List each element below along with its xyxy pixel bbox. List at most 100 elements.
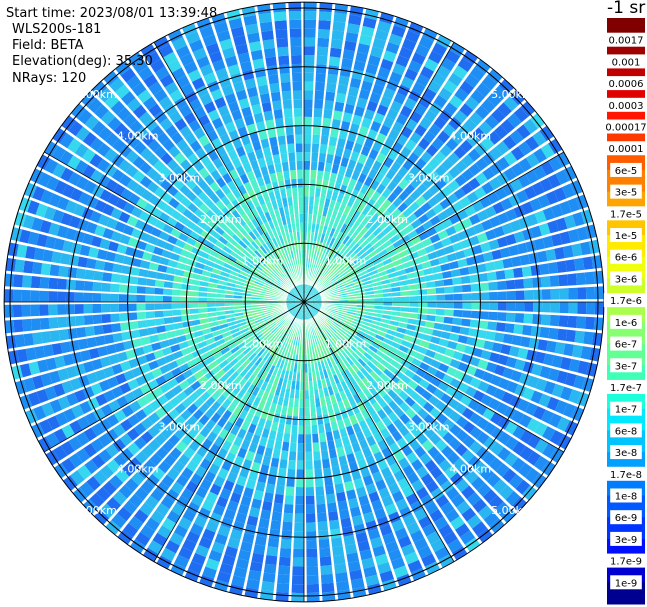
range-azimuth-cell: [45, 235, 57, 249]
range-azimuth-cell: [385, 168, 397, 180]
range-azimuth-cell: [576, 226, 589, 241]
range-azimuth-cell: [295, 487, 304, 497]
range-azimuth-cell: [444, 348, 455, 358]
range-azimuth-cell: [291, 326, 296, 336]
range-azimuth-cell: [397, 364, 408, 374]
range-azimuth-cell: [316, 334, 322, 344]
range-azimuth-cell: [270, 384, 277, 395]
range-azimuth-cell: [264, 373, 272, 383]
range-azimuth-cell: [302, 302, 304, 311]
range-azimuth-cell: [312, 302, 322, 305]
range-azimuth-cell: [276, 318, 285, 326]
range-azimuth-cell: [476, 232, 488, 244]
range-azimuth-cell: [419, 452, 432, 465]
range-azimuth-cell: [282, 342, 289, 352]
range-azimuth-cell: [312, 296, 321, 300]
range-azimuth-cell: [532, 130, 547, 147]
range-azimuth-cell: [312, 304, 322, 308]
range-azimuth-cell: [322, 225, 328, 235]
range-azimuth-cell: [526, 349, 537, 362]
range-azimuth-cell: [95, 335, 106, 347]
range-azimuth-cell: [169, 447, 182, 460]
range-azimuth-cell: [370, 357, 380, 367]
range-azimuth-cell: [381, 416, 393, 427]
range-azimuth-cell: [469, 111, 484, 126]
range-azimuth-cell: [319, 322, 327, 331]
range-azimuth-cell: [310, 178, 316, 188]
range-azimuth-cell: [284, 313, 292, 321]
range-azimuth-cell: [476, 209, 489, 222]
range-azimuth-cell: [360, 503, 373, 515]
range-azimuth-cell: [469, 377, 482, 389]
range-azimuth-cell: [304, 284, 306, 294]
range-azimuth-cell: [465, 365, 477, 376]
range-azimuth-cell: [264, 318, 274, 325]
range-azimuth-cell: [342, 49, 355, 60]
range-azimuth-cell: [244, 524, 257, 535]
range-azimuth-cell: [447, 451, 460, 465]
range-azimuth-cell: [326, 404, 334, 414]
range-azimuth-cell: [469, 213, 481, 226]
range-azimuth-cell: [373, 431, 384, 443]
range-azimuth-cell: [224, 546, 238, 558]
range-azimuth-cell: [343, 225, 352, 236]
range-azimuth-cell: [172, 282, 182, 290]
range-azimuth-cell: [348, 14, 362, 26]
range-azimuth-cell: [340, 409, 349, 420]
range-azimuth-cell: [532, 277, 542, 288]
range-azimuth-cell: [90, 438, 105, 453]
range-azimuth-cell: [352, 320, 362, 327]
range-azimuth-cell: [259, 326, 269, 334]
range-azimuth-cell: [294, 389, 300, 399]
range-azimuth-cell: [326, 493, 336, 504]
range-azimuth-cell: [392, 296, 402, 302]
range-azimuth-cell: [225, 432, 236, 444]
range-azimuth-cell: [171, 384, 183, 396]
range-azimuth-cell: [153, 349, 165, 359]
range-azimuth-cell: [266, 546, 279, 557]
range-azimuth-cell: [511, 256, 522, 267]
range-azimuth-cell: [404, 329, 415, 337]
range-azimuth-cell: [154, 279, 165, 288]
range-azimuth-cell: [8, 350, 20, 365]
range-azimuth-cell: [499, 484, 514, 500]
range-azimuth-cell: [338, 455, 348, 466]
range-azimuth-cell: [435, 308, 445, 316]
range-azimuth-cell: [398, 46, 413, 60]
range-azimuth-cell: [306, 583, 320, 594]
range-azimuth-cell: [452, 351, 464, 361]
range-azimuth-cell: [262, 572, 276, 583]
range-azimuth-cell: [335, 174, 344, 185]
range-azimuth-cell: [305, 442, 312, 452]
range-azimuth-cell: [325, 316, 334, 323]
range-azimuth-cell: [304, 160, 311, 170]
range-azimuth-cell: [316, 214, 322, 225]
range-azimuth-cell: [74, 280, 85, 291]
range-azimuth-cell: [109, 303, 120, 313]
range-azimuth-cell: [274, 328, 282, 337]
range-azimuth-cell: [453, 110, 468, 124]
range-azimuth-cell: [329, 376, 336, 386]
range-azimuth-cell: [394, 264, 405, 272]
range-azimuth-cell: [421, 553, 437, 567]
range-azimuth-cell: [311, 306, 319, 313]
range-azimuth-cell: [131, 257, 142, 268]
range-azimuth-cell: [113, 453, 128, 468]
range-azimuth-cell: [440, 237, 452, 247]
range-azimuth-cell: [360, 355, 370, 364]
range-azimuth-cell: [304, 152, 311, 162]
range-azimuth-cell: [48, 277, 59, 290]
range-azimuth-cell: [285, 343, 291, 353]
range-azimuth-cell: [289, 326, 295, 335]
range-azimuth-cell: [361, 205, 371, 216]
range-azimuth-cell: [83, 315, 94, 326]
range-azimuth-cell: [446, 252, 457, 262]
range-azimuth-cell: [337, 341, 346, 350]
range-azimuth-cell: [365, 455, 376, 467]
range-azimuth-cell: [243, 401, 252, 413]
range-azimuth-cell: [368, 463, 380, 475]
range-azimuth-cell: [444, 309, 454, 317]
range-azimuth-cell: [375, 132, 387, 145]
range-azimuth-cell: [159, 382, 171, 394]
range-azimuth-cell: [371, 499, 384, 512]
